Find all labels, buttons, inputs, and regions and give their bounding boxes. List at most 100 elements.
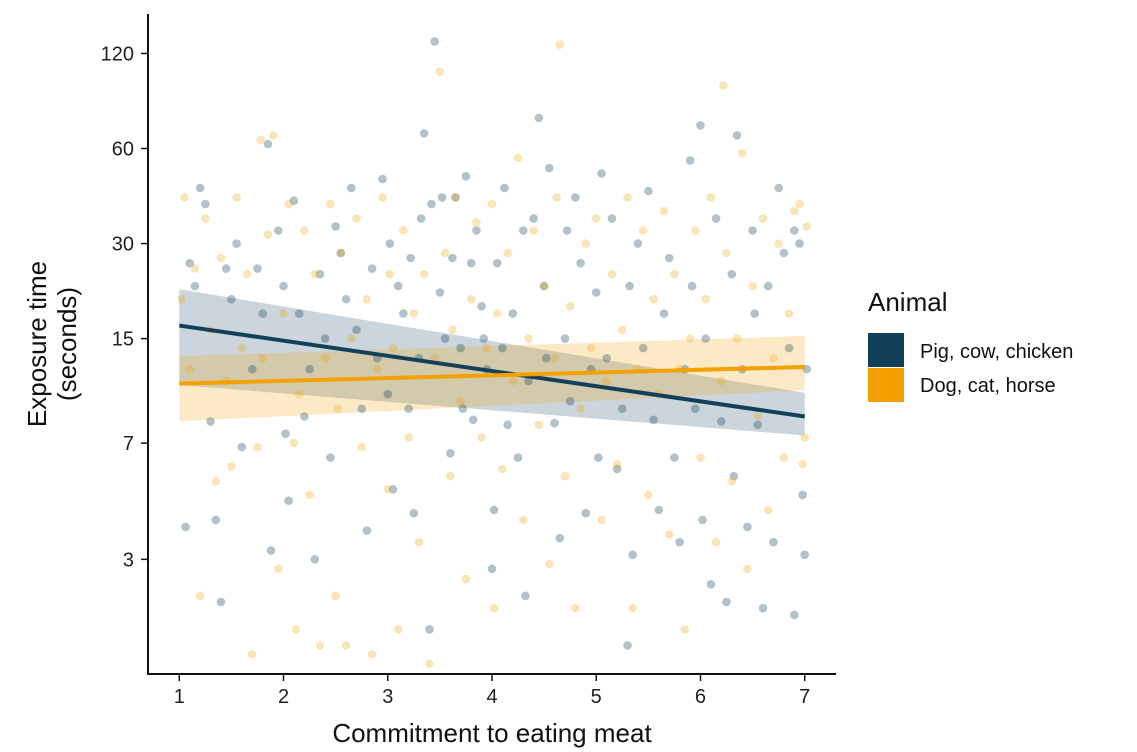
data-point: [291, 625, 301, 634]
data-point: [670, 453, 679, 462]
data-point: [211, 515, 221, 525]
data-point: [385, 239, 395, 248]
data-point: [373, 364, 382, 374]
data-point: [722, 597, 731, 607]
data-point: [550, 418, 559, 428]
data-point: [487, 564, 497, 574]
x-axis-ticks: 1 2 3 4 5 6 7: [174, 674, 810, 708]
data-point: [440, 334, 450, 343]
y-tick-label: 60: [112, 139, 134, 161]
data-point: [659, 309, 669, 318]
data-point: [711, 214, 721, 223]
data-point: [769, 537, 778, 547]
data-point: [571, 603, 580, 613]
data-point: [266, 546, 276, 555]
data-point: [352, 325, 361, 335]
data-point: [581, 508, 591, 518]
data-point: [750, 309, 759, 318]
data-point: [607, 214, 617, 223]
data-point: [594, 453, 603, 462]
data-point: [268, 131, 278, 140]
data-point: [206, 417, 215, 426]
data-point: [628, 603, 637, 613]
data-point: [430, 353, 440, 363]
data-point: [560, 471, 570, 481]
data-point: [289, 196, 299, 205]
data-point: [552, 193, 561, 202]
data-point: [446, 449, 455, 458]
data-point: [618, 325, 627, 335]
data-point: [383, 389, 393, 399]
data-point: [763, 505, 773, 515]
data-point: [341, 294, 351, 304]
data-point: [562, 226, 572, 235]
data-point: [315, 641, 325, 650]
data-point: [227, 294, 236, 304]
data-point: [719, 81, 728, 90]
legend-label-pig-cow-chicken: Pig, cow, chicken: [920, 341, 1073, 363]
data-point: [237, 442, 247, 452]
data-point: [448, 325, 457, 335]
data-point: [477, 301, 486, 311]
data-point: [180, 193, 189, 202]
data-point: [555, 533, 565, 543]
legend-title: Animal: [868, 287, 947, 317]
data-point: [696, 121, 705, 130]
data-point: [479, 334, 489, 343]
data-point: [586, 343, 596, 353]
data-point: [336, 248, 346, 258]
data-point: [498, 343, 507, 353]
data-point: [691, 226, 700, 235]
data-point: [717, 417, 726, 426]
data-point: [790, 610, 799, 620]
data-point: [419, 129, 429, 138]
y-axis-title-line2: (seconds): [52, 287, 82, 401]
data-point: [784, 309, 794, 318]
data-point: [352, 214, 361, 223]
data-point: [633, 239, 643, 248]
data-point: [477, 433, 486, 442]
data-point: [644, 490, 653, 500]
data-point: [513, 153, 523, 163]
data-point: [435, 288, 445, 297]
data-point: [388, 485, 398, 494]
data-point: [357, 404, 367, 414]
data-point: [612, 464, 622, 474]
data-point: [437, 193, 447, 202]
data-point: [472, 226, 481, 235]
data-point: [331, 591, 340, 601]
data-point: [388, 343, 398, 353]
data-point: [550, 353, 559, 363]
data-point: [274, 226, 283, 235]
data-point: [597, 515, 606, 525]
x-tick-label: 3: [382, 686, 393, 708]
data-point: [664, 253, 674, 263]
data-point: [727, 269, 737, 279]
data-point: [378, 193, 387, 202]
data-point: [576, 258, 585, 268]
data-point: [466, 258, 476, 268]
x-tick-label: 6: [695, 686, 706, 708]
y-tick-label: 120: [101, 43, 134, 65]
data-point: [696, 453, 705, 462]
data-point: [440, 248, 450, 258]
data-point: [232, 193, 241, 202]
data-point: [284, 199, 294, 209]
y-tick-label: 3: [123, 549, 134, 571]
data-point: [691, 404, 700, 414]
data-point: [790, 206, 799, 216]
data-point: [628, 550, 637, 560]
data-point: [798, 490, 807, 500]
data-point: [534, 420, 544, 430]
x-tick-label: 4: [486, 686, 497, 708]
data-point: [404, 433, 413, 442]
data-point: [698, 515, 707, 525]
data-point: [545, 559, 554, 569]
data-point: [649, 415, 658, 425]
data-point: [409, 508, 419, 518]
data-point: [571, 193, 580, 202]
data-point: [326, 453, 335, 462]
data-point: [305, 490, 314, 500]
data-point: [300, 412, 309, 421]
data-point: [482, 343, 492, 353]
